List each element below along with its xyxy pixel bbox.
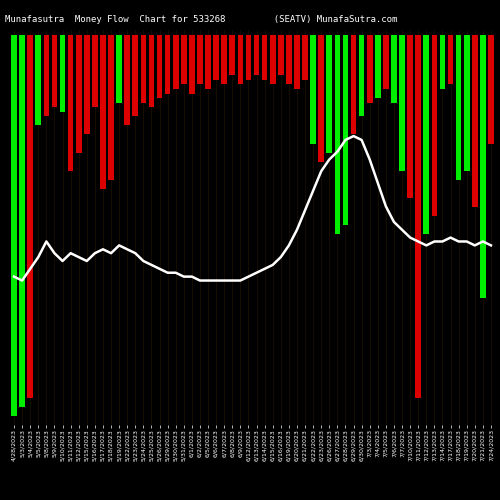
Bar	[148, 34, 154, 107]
Bar	[399, 34, 405, 170]
Bar	[472, 34, 478, 207]
Bar	[230, 34, 235, 76]
Bar	[416, 34, 421, 398]
Bar	[132, 34, 138, 116]
Bar	[448, 34, 454, 84]
Bar	[116, 34, 122, 102]
Bar	[302, 34, 308, 80]
Bar	[294, 34, 300, 89]
Bar	[391, 34, 397, 102]
Bar	[140, 34, 146, 102]
Bar	[84, 34, 89, 134]
Bar	[60, 34, 66, 112]
Bar	[76, 34, 82, 152]
Bar	[165, 34, 170, 94]
Bar	[92, 34, 98, 107]
Bar	[326, 34, 332, 152]
Bar	[488, 34, 494, 144]
Bar	[367, 34, 372, 102]
Bar	[197, 34, 203, 84]
Text: Munafasutra  Money Flow  Chart for 533268         (SEATV) MunafaSutra.com: Munafasutra Money Flow Chart for 533268 …	[5, 15, 398, 24]
Bar	[222, 34, 227, 84]
Bar	[246, 34, 252, 80]
Bar	[44, 34, 49, 116]
Bar	[375, 34, 380, 98]
Bar	[254, 34, 260, 76]
Bar	[440, 34, 446, 89]
Bar	[124, 34, 130, 126]
Bar	[214, 34, 219, 80]
Bar	[342, 34, 348, 225]
Bar	[173, 34, 178, 89]
Bar	[100, 34, 106, 189]
Bar	[36, 34, 41, 126]
Bar	[270, 34, 276, 84]
Bar	[318, 34, 324, 162]
Bar	[350, 34, 356, 134]
Bar	[464, 34, 469, 170]
Bar	[424, 34, 429, 234]
Bar	[408, 34, 413, 198]
Bar	[456, 34, 462, 180]
Bar	[189, 34, 194, 94]
Bar	[310, 34, 316, 144]
Bar	[262, 34, 268, 80]
Bar	[11, 34, 17, 416]
Bar	[359, 34, 364, 116]
Bar	[480, 34, 486, 298]
Bar	[334, 34, 340, 234]
Bar	[52, 34, 58, 107]
Bar	[238, 34, 243, 84]
Bar	[432, 34, 437, 216]
Bar	[108, 34, 114, 180]
Bar	[68, 34, 73, 170]
Bar	[20, 34, 25, 407]
Bar	[286, 34, 292, 84]
Bar	[28, 34, 33, 398]
Bar	[181, 34, 186, 84]
Bar	[156, 34, 162, 98]
Bar	[383, 34, 388, 89]
Bar	[278, 34, 283, 76]
Bar	[205, 34, 211, 89]
